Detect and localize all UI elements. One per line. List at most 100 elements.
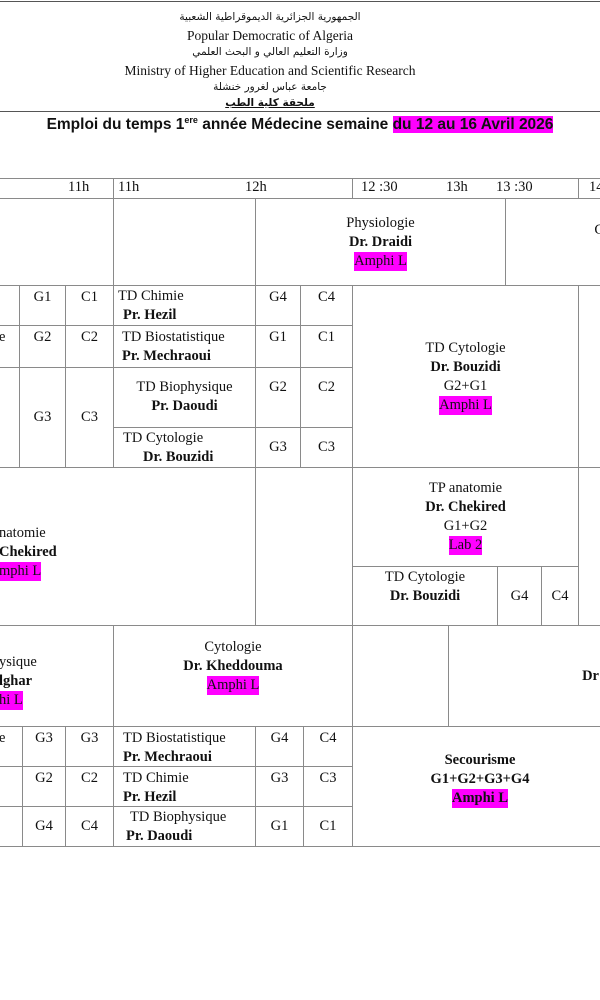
group-label: G2 xyxy=(33,329,52,345)
teacher-name: Dr. Bouzidi xyxy=(430,358,501,375)
session-biophysique: ysique lghar hi L xyxy=(0,625,114,727)
cut-cell xyxy=(0,367,20,468)
group-cell: G3 xyxy=(22,726,66,767)
group-label: G1 xyxy=(270,818,289,834)
room-label: C1 xyxy=(319,818,337,834)
teacher-name: Pr. Mechraoui xyxy=(123,749,212,765)
empty-slot xyxy=(0,198,114,286)
empty-slot xyxy=(352,625,449,727)
course-name: TD Chimie xyxy=(118,288,184,304)
group-cell: G2 xyxy=(22,766,66,807)
title-sup: ere xyxy=(184,115,198,125)
course-name: Physiologie xyxy=(346,214,415,231)
empty-slot xyxy=(255,467,353,626)
header-republic: Popular Democratic of Algeria xyxy=(186,28,354,43)
cut-cell xyxy=(0,285,20,326)
time-label: 12h xyxy=(245,179,267,195)
text-fragment: C xyxy=(594,221,600,240)
teacher-name: Pr. Mechraoui xyxy=(122,348,211,364)
header-arabic-university: جامعة عباس لغرور خنشلة xyxy=(213,81,327,93)
session-td: TD Chimie Pr. Hezil xyxy=(113,285,256,326)
teacher-name: Pr. Hezil xyxy=(123,307,177,323)
room-label: C4 xyxy=(551,588,569,604)
session-partial: Dr xyxy=(448,625,600,727)
room-label: C2 xyxy=(318,379,335,395)
room-label: Amphi L xyxy=(451,789,508,808)
room-label: C3 xyxy=(81,409,98,425)
empty-slot xyxy=(578,467,600,626)
header-ministry: Ministry of Higher Education and Scienti… xyxy=(124,63,416,78)
time-label: 13h xyxy=(446,179,468,195)
group-cell: G4 xyxy=(22,806,66,847)
course-name: TD Biostatistique xyxy=(123,730,226,746)
room-cell: G3 xyxy=(65,726,114,767)
room-cell: C2 xyxy=(65,766,114,807)
room-cell: C1 xyxy=(303,806,353,847)
group-cell: G4 xyxy=(255,726,304,767)
group-cell: G2 xyxy=(255,367,301,428)
group-label: G1+G2+G3+G4 xyxy=(430,771,530,787)
session-td: TD Cytologie Dr. Bouzidi xyxy=(113,427,256,468)
course-name: natomie xyxy=(0,525,46,541)
header-arabic-republic: الجمهورية الجزائرية الديموقراطية الشعبية xyxy=(179,11,361,23)
header-arabic-faculty: ملحقة كلية الطب xyxy=(225,97,315,109)
time-label: 14 xyxy=(589,179,600,195)
room-cell: C1 xyxy=(300,325,353,368)
group-label: G2 xyxy=(35,770,53,786)
text-fragment: e xyxy=(0,328,5,347)
session-tp-anatomie: TP anatomie Dr. Chekired G1+G2 Lab 2 xyxy=(352,467,579,567)
teacher-name: Pr. Daoudi xyxy=(151,398,218,414)
room-label: C3 xyxy=(318,439,335,455)
text-fragment: Dr xyxy=(582,667,599,684)
course-name: Cytologie xyxy=(204,639,262,655)
teacher-name: Chekired xyxy=(0,544,57,560)
group-label: G4 xyxy=(35,818,53,834)
room-cell: C1 xyxy=(65,285,114,326)
time-cell xyxy=(113,178,353,199)
group-label: G4 xyxy=(510,588,529,604)
group-label: G4 xyxy=(269,289,287,305)
title-rest: année Médecine semaine xyxy=(197,116,393,134)
group-label: G3 xyxy=(33,409,52,425)
page-title: Emploi du temps 1ere année Médecine sema… xyxy=(0,115,600,134)
session-cytologie: Cytologie Dr. Kheddouma Amphi L xyxy=(113,625,353,727)
session-secourisme: Secourisme G1+G2+G3+G4 Amphi L xyxy=(352,726,600,847)
group-cell: G3 xyxy=(19,367,66,468)
time-label: 11h xyxy=(68,179,90,195)
room-label: mphi L xyxy=(0,562,42,581)
room-label: Lab 2 xyxy=(448,536,483,555)
session-td: TD Biophysique Pr. Daoudi xyxy=(113,806,256,847)
teacher-name: Dr. Bouzidi xyxy=(389,588,461,604)
session-td: TD Chimie Pr. Hezil xyxy=(113,766,256,807)
group-cell: G3 xyxy=(255,766,304,807)
group-label: G1 xyxy=(269,329,287,345)
course-name: TD Cytologie xyxy=(123,429,204,446)
group-label: G2+G1 xyxy=(443,377,488,394)
room-label: C1 xyxy=(318,329,335,345)
room-cell: C3 xyxy=(303,766,353,807)
room-cell: C3 xyxy=(300,427,353,468)
session-td: TD Biostatistique Pr. Mechraoui xyxy=(113,325,256,368)
room-label: C3 xyxy=(319,770,337,786)
room-cell: C4 xyxy=(303,726,353,767)
session-physiologie: Physiologie Dr. Draidi Amphi L xyxy=(255,198,506,286)
room-cell: C4 xyxy=(300,285,353,326)
course-name: TD Biophysique xyxy=(130,809,227,825)
course-name: TD Cytologie xyxy=(384,569,466,585)
group-label: G1+G2 xyxy=(443,518,488,534)
top-rule xyxy=(0,1,600,2)
group-label: G2 xyxy=(269,379,287,395)
header-rule xyxy=(0,111,600,112)
room-cell: C4 xyxy=(541,566,579,626)
room-label: C1 xyxy=(81,289,98,305)
header-arabic-ministry: وزارة التعليم العالي و البحث العلمي xyxy=(192,46,348,58)
teacher-name: Dr. Draidi xyxy=(348,233,413,250)
group-label: G4 xyxy=(270,730,289,746)
time-label: 13 :30 xyxy=(496,179,533,195)
group-label: G3 xyxy=(270,770,289,786)
teacher-name: Dr. Chekired xyxy=(425,499,506,515)
group-cell: G3 xyxy=(255,427,301,468)
room-label: G3 xyxy=(80,730,99,746)
group-cell: G4 xyxy=(255,285,301,326)
time-cell xyxy=(0,178,114,199)
